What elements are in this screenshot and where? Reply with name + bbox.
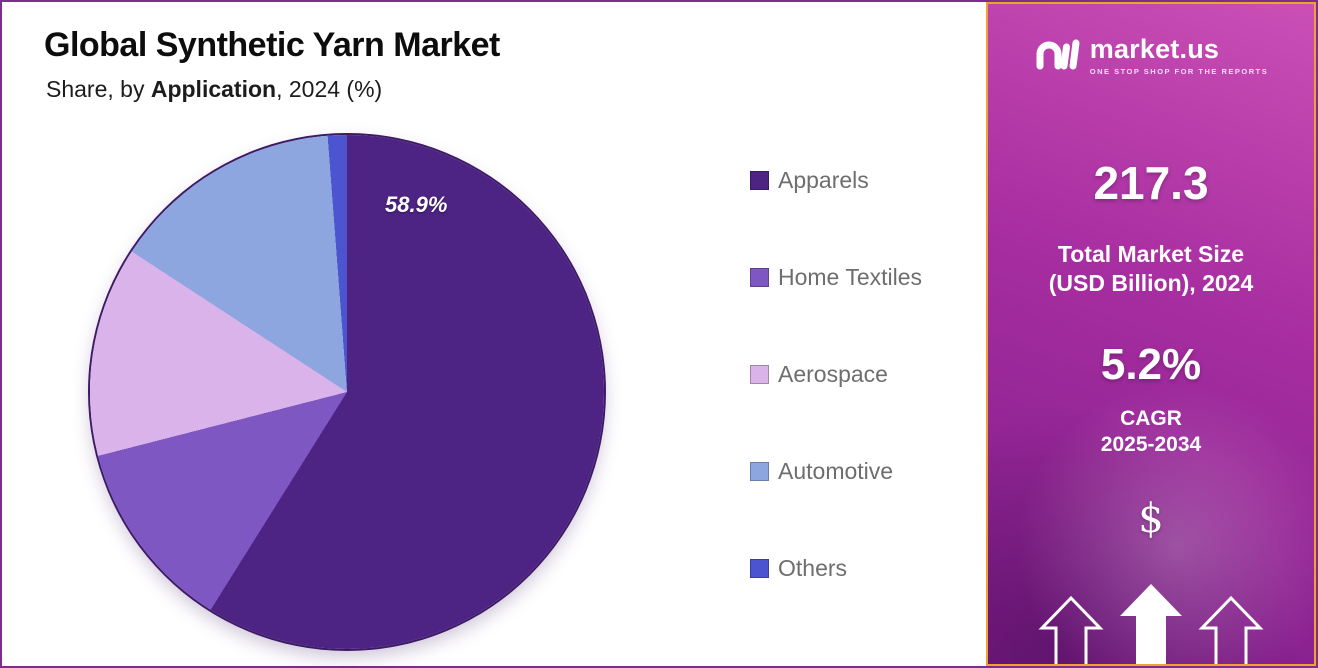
legend-swatch: [750, 364, 769, 384]
market-size-value: 217.3: [1093, 157, 1209, 209]
legend: Apparels Home Textiles Aerospace Automot…: [750, 166, 922, 582]
subtitle-dimension: Application: [150, 76, 277, 102]
cagr-label-line2: 2025-2034: [1100, 432, 1202, 456]
legend-swatch: [750, 461, 769, 481]
brand-tagline: ONE STOP SHOP FOR THE REPORTS: [1089, 67, 1269, 76]
legend-swatch: [750, 558, 769, 578]
brand-logo-text: market.us ONE STOP SHOP FOR THE REPORTS: [1090, 34, 1269, 76]
legend-item: Others: [750, 554, 922, 582]
legend-item: Home Textiles: [750, 263, 922, 291]
legend-item: Aerospace: [750, 360, 922, 388]
brand-panel: market.us ONE STOP SHOP FOR THE REPORTS …: [986, 2, 1316, 666]
cagr-label: CAGR 2025-2034: [1101, 406, 1201, 459]
brand-logo: market.us ONE STOP SHOP FOR THE REPORTS: [1034, 32, 1269, 78]
market-size-label: Total Market Size (USD Billion), 2024: [1049, 240, 1253, 298]
market-us-logo-icon: [1036, 39, 1080, 70]
legend-label: Automotive: [778, 457, 894, 484]
subtitle-prefix: Share, by: [46, 76, 151, 102]
legend-label: Aerospace: [778, 360, 888, 387]
legend-label: Apparels: [778, 166, 869, 193]
brand-name: market.us: [1089, 34, 1220, 64]
chart-area: Global Synthetic Yarn Market Share, by A…: [2, 2, 986, 666]
pie-chart: [90, 135, 604, 649]
legend-label: Others: [778, 554, 848, 581]
legend-label: Home Textiles: [778, 263, 923, 290]
legend-swatch: [750, 170, 769, 190]
cagr-label-line1: CAGR: [1120, 406, 1182, 430]
market-size-label-line2: (USD Billion), 2024: [1048, 269, 1254, 296]
cagr-value: 5.2%: [1100, 339, 1202, 389]
page-subtitle: Share, by Application, 2024 (%): [46, 76, 382, 103]
subtitle-suffix: , 2024 (%): [276, 76, 383, 102]
legend-item: Apparels: [750, 166, 922, 194]
dollar-icon: $: [1138, 496, 1164, 542]
pie-slice-data-label: 58.9%: [385, 192, 448, 217]
growth-arrows-icon: [1038, 584, 1264, 664]
market-size-label-line1: Total Market Size: [1057, 241, 1245, 267]
legend-swatch: [750, 267, 769, 287]
legend-item: Automotive: [750, 457, 922, 485]
page-title: Global Synthetic Yarn Market: [44, 26, 500, 64]
